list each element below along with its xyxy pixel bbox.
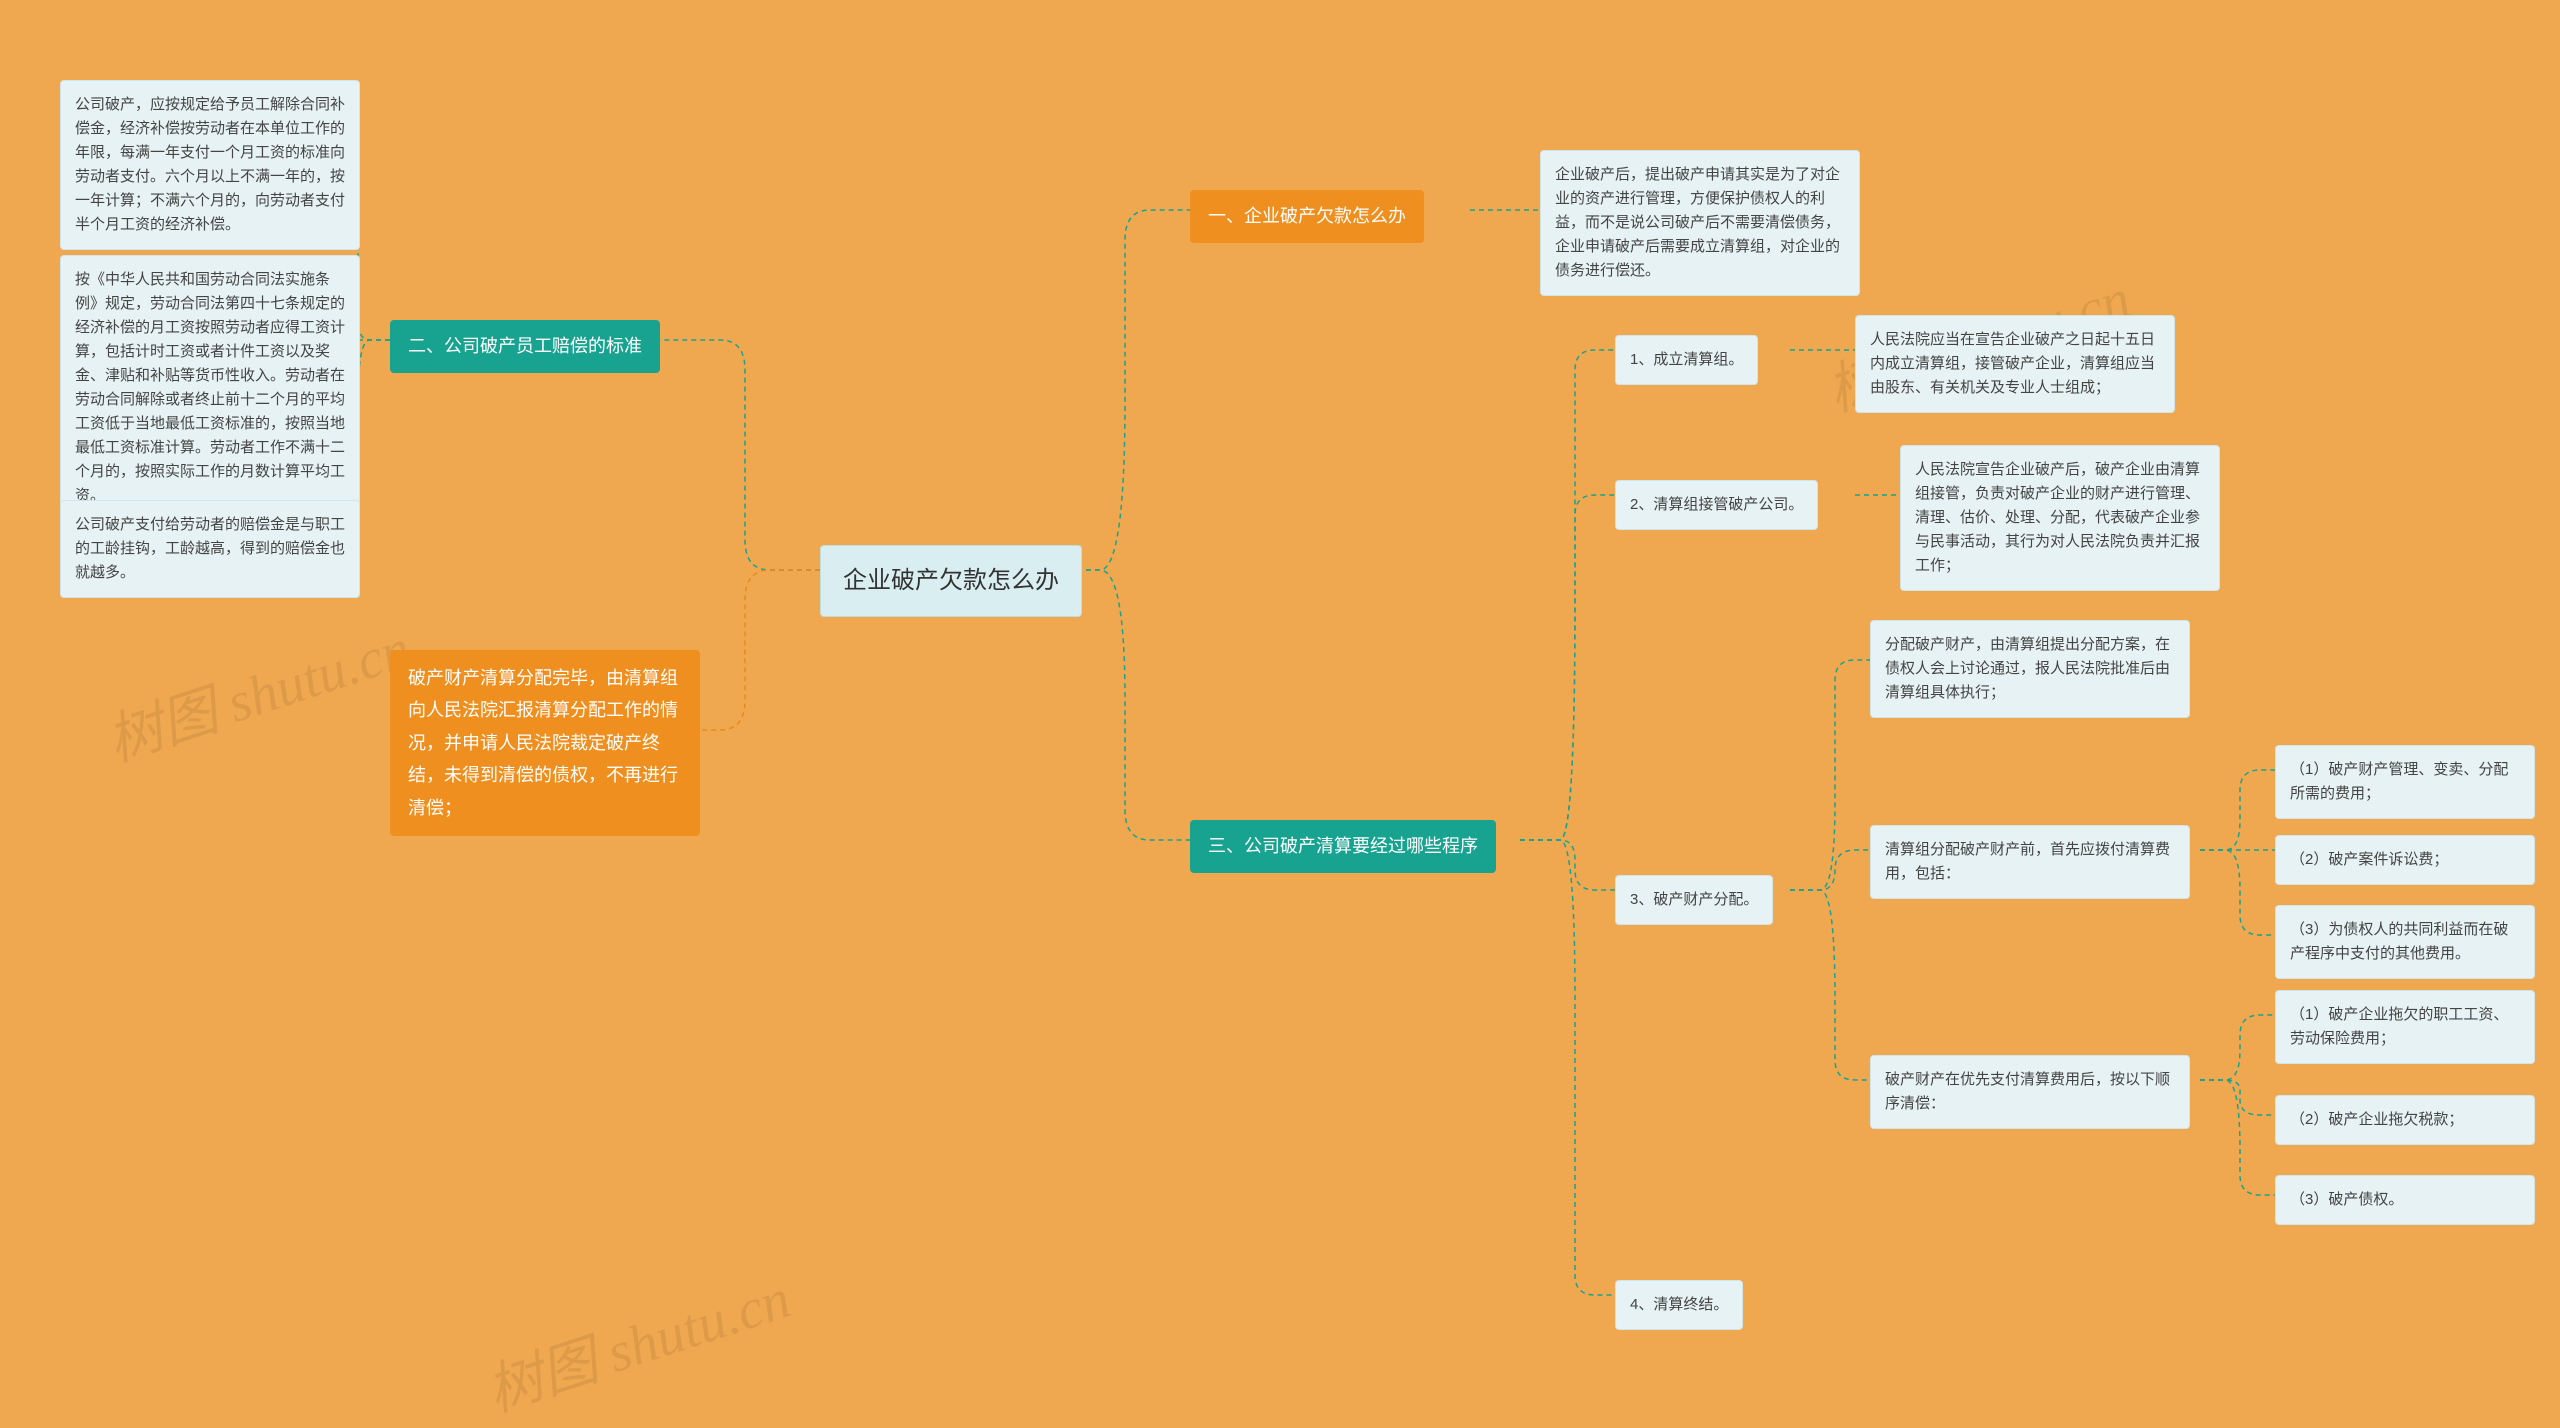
step3-sub2-c: （3）为债权人的共同利益而在破产程序中支付的其他费用。: [2275, 905, 2535, 979]
step2-label: 2、清算组接管破产公司。: [1615, 480, 1818, 530]
step3-sub3-b: （2）破产企业拖欠税款；: [2275, 1095, 2535, 1145]
branch3-title: 三、公司破产清算要经过哪些程序: [1190, 820, 1496, 873]
watermark: 树图 shutu.cn: [95, 603, 419, 777]
step1-label: 1、成立清算组。: [1615, 335, 1758, 385]
conclusion-node: 破产财产清算分配完毕，由清算组向人民法院汇报清算分配工作的情况，并申请人民法院裁…: [390, 650, 700, 836]
step3-sub2-label: 清算组分配破产财产前，首先应拨付清算费用，包括：: [1870, 825, 2190, 899]
step3-sub3-a: （1）破产企业拖欠的职工工资、劳动保险费用；: [2275, 990, 2535, 1064]
branch2-item2: 按《中华人民共和国劳动合同法实施条例》规定，劳动合同法第四十七条规定的经济补偿的…: [60, 255, 360, 521]
step2-desc: 人民法院宣告企业破产后，破产企业由清算组接管，负责对破产企业的财产进行管理、清理…: [1900, 445, 2220, 591]
watermark: 树图 shutu.cn: [475, 1253, 799, 1427]
root-node: 企业破产欠款怎么办: [820, 545, 1082, 617]
branch1-title: 一、企业破产欠款怎么办: [1190, 190, 1424, 243]
branch2-item3: 公司破产支付给劳动者的赔偿金是与职工的工龄挂钩，工龄越高，得到的赔偿金也就越多。: [60, 500, 360, 598]
step4-label: 4、清算终结。: [1615, 1280, 1743, 1330]
branch2-item1: 公司破产，应按规定给予员工解除合同补偿金，经济补偿按劳动者在本单位工作的年限，每…: [60, 80, 360, 250]
step3-label: 3、破产财产分配。: [1615, 875, 1773, 925]
step3-sub1: 分配破产财产，由清算组提出分配方案，在债权人会上讨论通过，报人民法院批准后由清算…: [1870, 620, 2190, 718]
branch1-desc: 企业破产后，提出破产申请其实是为了对企业的资产进行管理，方便保护债权人的利益，而…: [1540, 150, 1860, 296]
branch2-title: 二、公司破产员工赔偿的标准: [390, 320, 660, 373]
step3-sub3-label: 破产财产在优先支付清算费用后，按以下顺序清偿：: [1870, 1055, 2190, 1129]
step3-sub2-a: （1）破产财产管理、变卖、分配所需的费用；: [2275, 745, 2535, 819]
step3-sub2-b: （2）破产案件诉讼费；: [2275, 835, 2535, 885]
step1-desc: 人民法院应当在宣告企业破产之日起十五日内成立清算组，接管破产企业，清算组应当由股…: [1855, 315, 2175, 413]
step3-sub3-c: （3）破产债权。: [2275, 1175, 2535, 1225]
